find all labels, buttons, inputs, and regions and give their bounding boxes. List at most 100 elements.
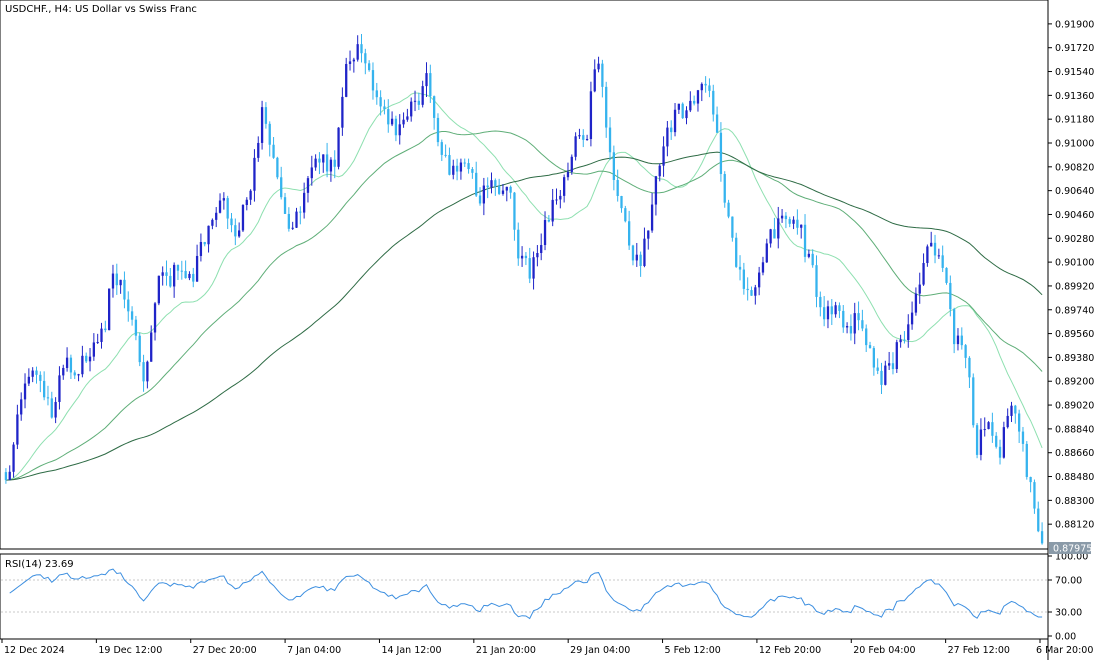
price-tick-label: 0.88840 (1055, 424, 1094, 435)
candle-body (429, 73, 432, 97)
candle-body (35, 370, 38, 375)
candle-body (73, 372, 76, 376)
price-tick-label: 0.89200 (1055, 377, 1094, 388)
candle-body (972, 377, 975, 426)
candle-body (563, 177, 566, 196)
price-tick-label: 0.88480 (1055, 472, 1094, 483)
candle-body (482, 185, 485, 204)
candle-body (845, 326, 849, 328)
candle-body (926, 246, 929, 264)
price-tick-label: 0.90460 (1055, 210, 1094, 221)
candle-body (975, 425, 979, 455)
candle-body (27, 376, 30, 384)
last-price-label: 0.87975 (1053, 544, 1092, 555)
candle-body (333, 159, 336, 167)
candle-body (819, 296, 822, 308)
candle-body (69, 357, 73, 373)
candle-body (754, 287, 757, 296)
price-tick-label: 0.91180 (1055, 115, 1094, 126)
candle-body (146, 361, 149, 382)
price-tick-label: 0.91720 (1055, 43, 1094, 54)
candle-body (922, 263, 925, 285)
candle-body (998, 446, 1002, 458)
candle-body (421, 86, 424, 105)
candle-body (16, 414, 19, 445)
candle-body (199, 242, 203, 256)
candle-body (433, 96, 436, 118)
candle-body (509, 186, 512, 193)
price-tick-label: 0.88120 (1055, 520, 1094, 531)
candle-body (39, 374, 42, 381)
candle-body (203, 242, 206, 245)
candle-body (605, 86, 608, 128)
candle-body (842, 310, 845, 328)
candle-body (150, 332, 153, 362)
candle-body (505, 186, 508, 191)
candle-body (930, 242, 933, 247)
candle-body (1018, 413, 1021, 432)
price-axis: 0.91900 0.91720 0.91540 0.91360 0.91180 0.910… (1048, 19, 1094, 531)
candle-body (673, 109, 677, 133)
price-tick-label: 0.90280 (1055, 234, 1094, 245)
candle-body (880, 370, 883, 385)
candle-body (65, 357, 69, 368)
candle-body (322, 154, 325, 163)
candle-body (104, 328, 107, 331)
candle-body (715, 114, 719, 133)
candle-body (184, 270, 187, 279)
candle-body (1006, 415, 1009, 428)
time-tick-label: 5 Feb 12:00 (665, 645, 721, 656)
candle-body (173, 264, 176, 287)
candle-body (291, 227, 294, 229)
candle-body (949, 282, 952, 310)
candle-body (1037, 508, 1040, 532)
candle-body (310, 167, 313, 179)
candle-body (735, 237, 738, 267)
candle-body (1040, 531, 1044, 544)
candle-body (853, 313, 856, 334)
candle-body (253, 157, 256, 191)
candle-body (207, 225, 210, 245)
candle-body (222, 198, 225, 201)
price-tick-label: 0.90100 (1055, 258, 1094, 269)
price-tick-label: 0.91900 (1055, 19, 1094, 30)
candle-body (299, 211, 302, 213)
candle-body (758, 272, 761, 288)
candle-body (861, 320, 864, 329)
candle-body (398, 124, 401, 136)
candle-body (559, 195, 562, 200)
candle-body (375, 90, 378, 98)
candle-body (440, 142, 443, 155)
candle-body (218, 200, 222, 213)
chart-title: USDCHF., H4: US Dollar vs Swiss Franc (5, 4, 197, 15)
last-price-tag (1049, 542, 1091, 554)
price-pane-frame (0, 0, 1049, 550)
candle-body (884, 365, 887, 385)
candle-body (631, 245, 635, 261)
candle-body (188, 273, 191, 279)
candle-body (945, 267, 948, 283)
candle-body (127, 299, 130, 312)
candle-body (914, 293, 918, 313)
candle-body (532, 257, 535, 279)
candle-body (643, 238, 646, 266)
candle-body (238, 230, 241, 237)
candle-body (486, 185, 489, 188)
candle-body (647, 230, 650, 239)
candle-body (953, 309, 956, 345)
candle-body (601, 63, 604, 87)
candle-body (226, 198, 229, 219)
candle-body (1002, 427, 1005, 458)
candle-body (257, 142, 260, 158)
candle-body (792, 219, 795, 224)
candle-body (448, 155, 451, 175)
candle-body (368, 63, 371, 71)
candle-body (624, 208, 627, 222)
candle-body (123, 279, 126, 300)
candle-body (241, 205, 245, 231)
candle-body (176, 264, 180, 271)
candle-body (413, 100, 417, 102)
candle-body (964, 345, 967, 358)
candle-body (872, 348, 875, 368)
